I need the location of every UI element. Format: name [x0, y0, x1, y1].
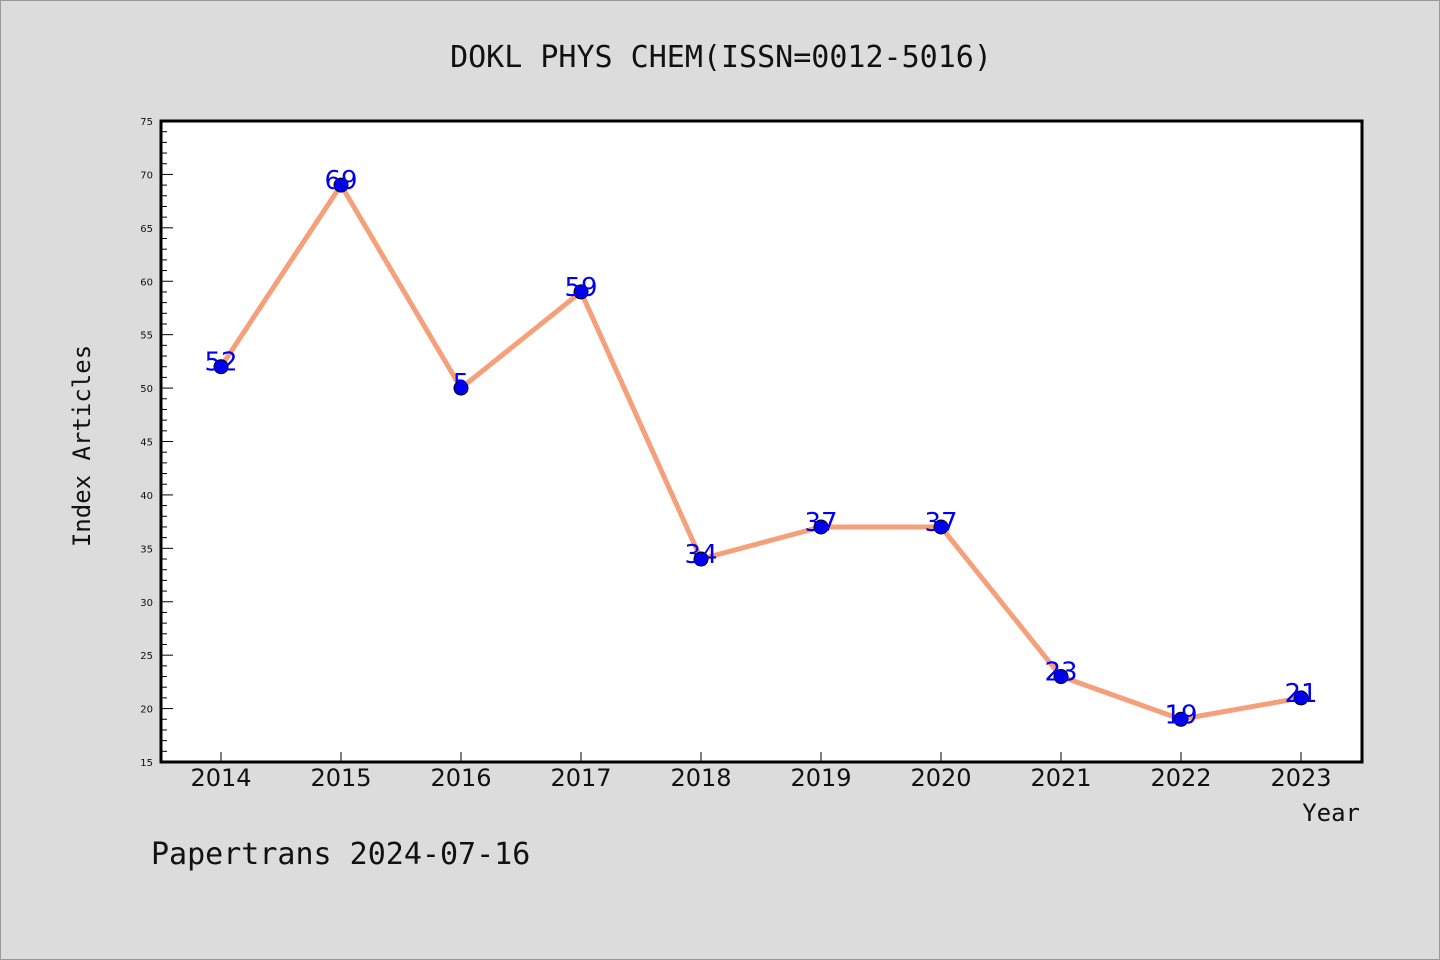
y-tick-label: 35 — [140, 544, 153, 555]
y-tick-label: 15 — [140, 758, 153, 769]
data-label: 37 — [804, 508, 837, 538]
x-tick-label: 2014 — [190, 764, 251, 792]
data-point — [453, 380, 469, 396]
data-point — [1293, 690, 1309, 706]
y-tick-label: 30 — [140, 598, 153, 609]
data-point — [693, 551, 709, 567]
x-tick-label: 2018 — [670, 764, 731, 792]
data-label: 59 — [564, 273, 597, 303]
data-label: 69 — [324, 166, 357, 196]
chart-title: DOKL PHYS CHEM(ISSN=0012-5016) — [450, 40, 992, 75]
y-axis: 15 20 25 30 35 40 45 50 55 60 65 70 75 — [140, 117, 173, 769]
data-label: 19 — [1164, 700, 1197, 730]
data-label: 5 — [453, 369, 470, 399]
y-tick-label: 45 — [140, 438, 153, 449]
data-point — [1173, 711, 1189, 727]
y-tick-label: 60 — [140, 277, 153, 288]
data-series: 52 69 5 59 34 37 37 23 19 21 — [204, 166, 1317, 730]
y-tick-label: 40 — [140, 491, 153, 502]
data-label: 34 — [684, 540, 717, 570]
x-tick-label: 2022 — [1150, 764, 1211, 792]
data-point — [933, 519, 949, 535]
y-tick-label: 65 — [140, 224, 153, 235]
x-axis-label: Year — [1302, 799, 1360, 827]
data-point — [573, 284, 589, 300]
data-point — [213, 359, 229, 375]
y-axis-label: Index Articles — [68, 345, 96, 547]
y-tick-label: 20 — [140, 705, 153, 716]
x-tick-label: 2023 — [1270, 764, 1331, 792]
x-axis: 2014 2015 2016 2017 2018 2019 2020 2021 2022 2023 — [190, 752, 1332, 792]
x-tick-label: 2020 — [910, 764, 971, 792]
y-tick-label: 25 — [140, 651, 153, 662]
data-label: 23 — [1044, 658, 1077, 688]
x-tick-label: 2019 — [790, 764, 851, 792]
footer-text: Papertrans 2024-07-16 — [151, 837, 530, 872]
x-tick-label: 2017 — [550, 764, 611, 792]
x-tick-label: 2021 — [1030, 764, 1091, 792]
series-line — [218, 182, 1304, 722]
y-tick-label: 70 — [140, 170, 153, 181]
y-tick-label: 75 — [140, 117, 153, 128]
data-point — [813, 519, 829, 535]
y-tick-label: 55 — [140, 331, 153, 342]
data-point — [1053, 669, 1069, 685]
data-label: 52 — [204, 348, 237, 378]
data-label: 21 — [1284, 679, 1317, 709]
data-point — [333, 177, 349, 193]
y-tick-label: 50 — [140, 384, 153, 395]
plot-area — [159, 119, 1364, 764]
x-tick-label: 2015 — [310, 764, 371, 792]
x-tick-label: 2016 — [430, 764, 491, 792]
data-label: 37 — [924, 508, 957, 538]
